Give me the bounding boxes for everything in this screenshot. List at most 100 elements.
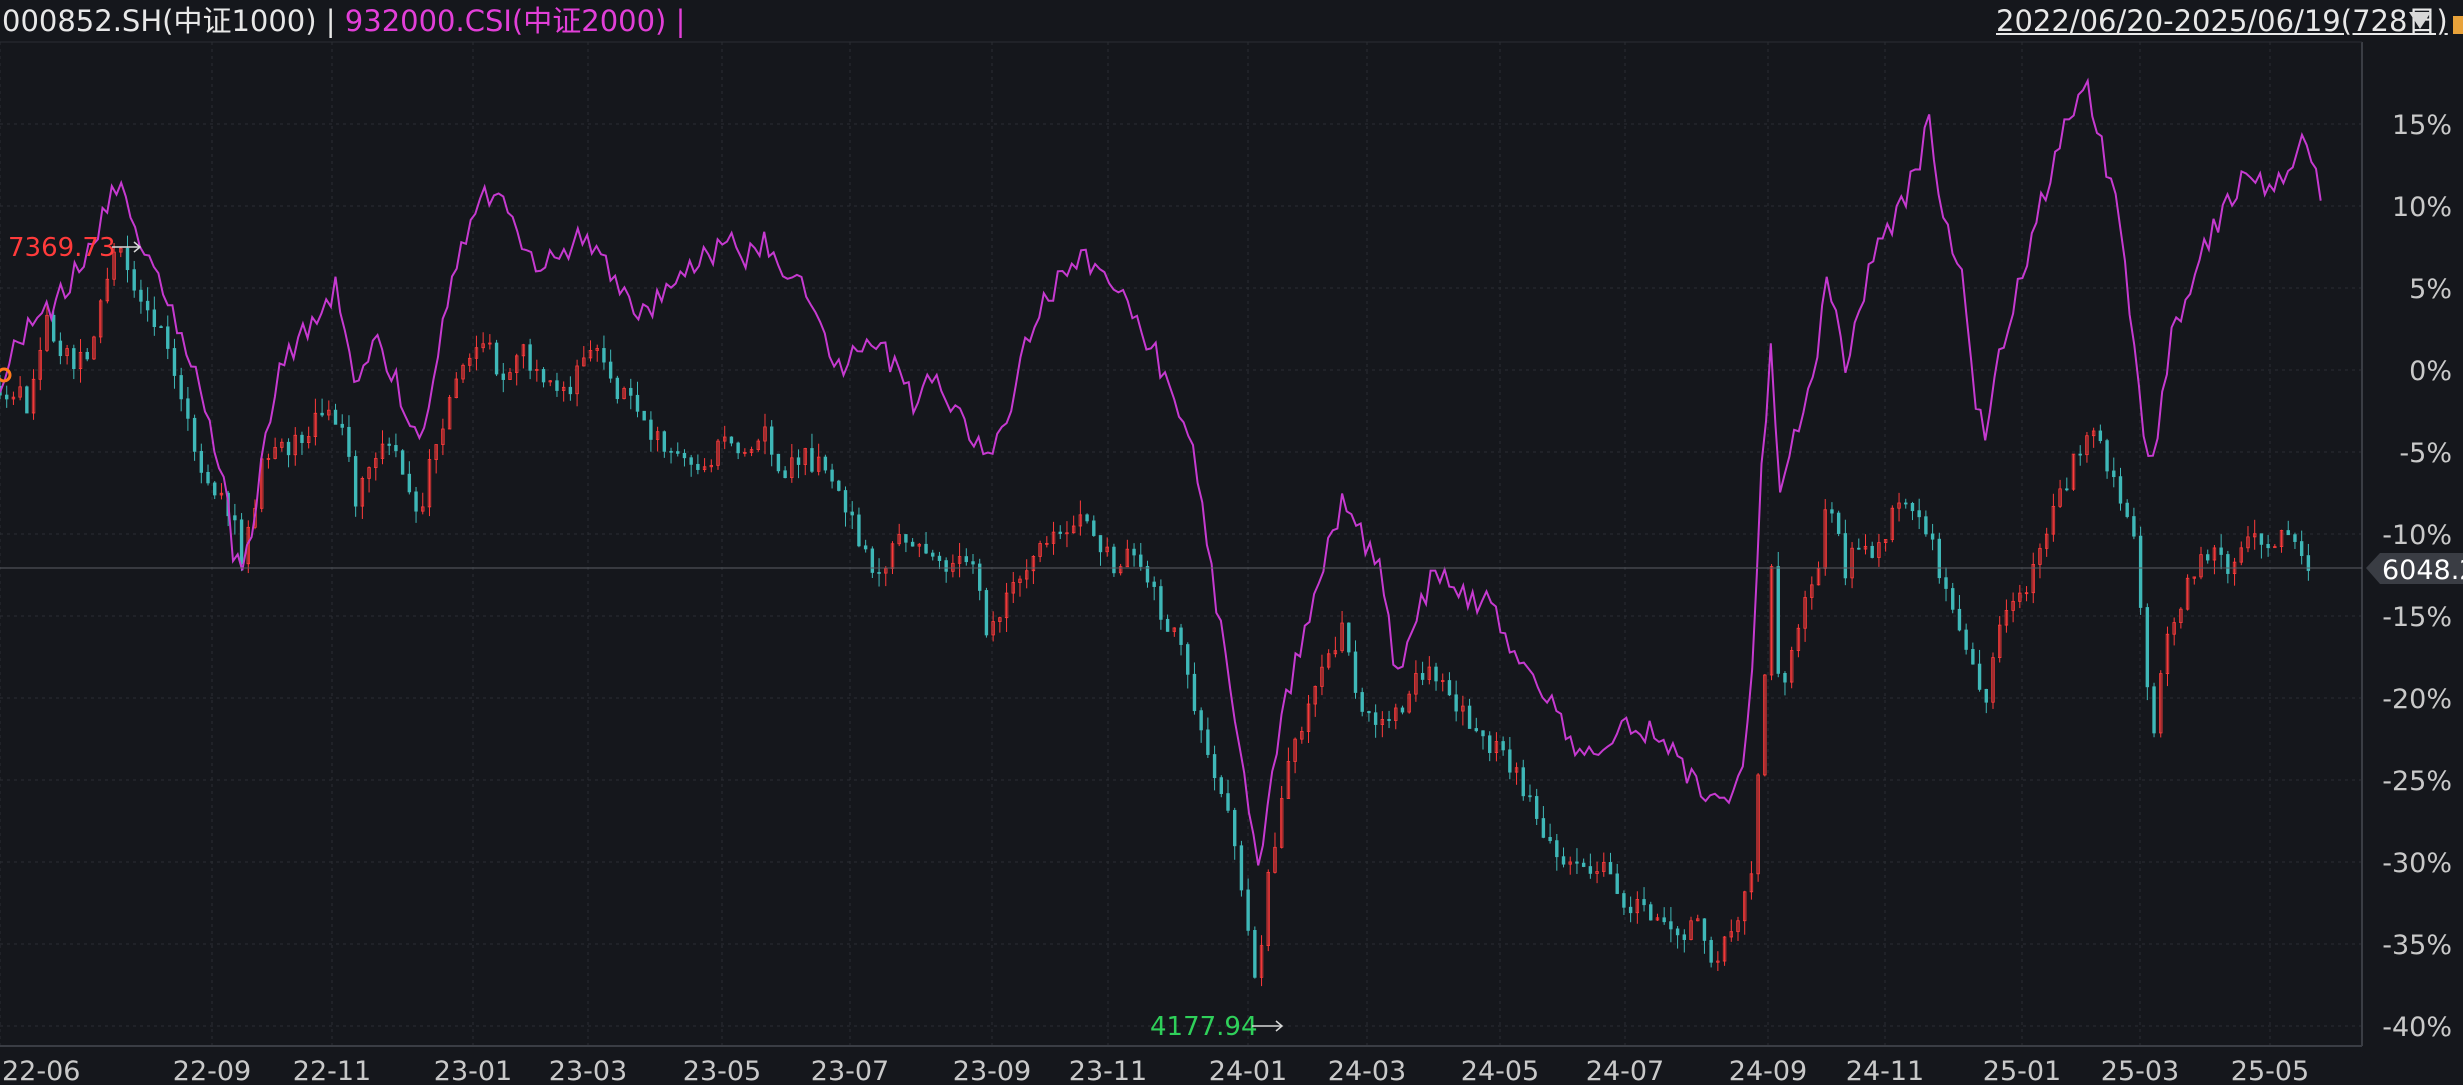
candle-body <box>1991 657 1995 703</box>
candle-body <box>145 300 150 311</box>
candle-body <box>2018 592 2022 602</box>
candle-body <box>468 357 472 366</box>
candle-body <box>1964 629 1968 650</box>
candle-body <box>333 409 338 425</box>
candle-body <box>1763 674 1767 776</box>
symbol-label-primary[interactable]: 000852.SH(中证1000) | 932000.CSI(中证2000) | <box>2 0 685 42</box>
x-tick-label: 24-11 <box>1846 1056 1924 1085</box>
candle-body <box>1320 666 1324 687</box>
candle-body <box>790 457 794 479</box>
candle-body <box>407 473 412 493</box>
candle-body <box>991 621 995 636</box>
candle-body <box>31 378 36 414</box>
grid-lines <box>0 42 2362 1046</box>
candle-body <box>1810 584 1814 598</box>
candle-body <box>1890 507 1895 540</box>
candle-body <box>1373 712 1378 725</box>
candle-body <box>340 423 344 428</box>
candle-body <box>1608 862 1613 875</box>
candle-body <box>1092 520 1096 536</box>
dropdown-arrow-icon[interactable] <box>2409 12 2431 29</box>
candle-body <box>219 492 224 496</box>
candle-body <box>1186 644 1190 675</box>
candle-body <box>65 348 69 357</box>
candle-body <box>1367 711 1371 714</box>
candle-body <box>119 247 123 253</box>
candle-body <box>186 398 190 419</box>
candle-body <box>454 378 459 398</box>
candle-body <box>1125 548 1130 568</box>
candle-body <box>1467 705 1472 729</box>
candle-body <box>776 453 781 472</box>
candle-body <box>951 562 955 572</box>
candle-body <box>635 394 640 412</box>
candle-body <box>1071 525 1076 534</box>
y-tick-label: -10% <box>2382 520 2452 551</box>
candle-body <box>353 456 358 507</box>
candle-body <box>1427 666 1432 680</box>
candle-body <box>662 431 667 452</box>
candle-body <box>2125 502 2129 517</box>
candle-body <box>1159 586 1163 620</box>
candle-body <box>1595 871 1599 874</box>
candle-body <box>2065 488 2069 491</box>
candle-body <box>213 482 217 496</box>
candle-body <box>293 434 297 456</box>
candle-body <box>112 251 116 280</box>
candle-body <box>1132 548 1136 556</box>
candle-body <box>1246 889 1250 931</box>
candle-body <box>1112 546 1116 574</box>
candle-body <box>179 375 183 400</box>
x-tick-label: 23-11 <box>1069 1056 1147 1085</box>
candle-body <box>125 247 130 271</box>
candle-body <box>2112 470 2116 478</box>
candle-body <box>702 466 707 470</box>
candle-body <box>1447 680 1452 696</box>
current-price-label: 6048.2 <box>2382 555 2463 586</box>
low-arrow-head-icon <box>1275 1020 1284 1032</box>
candle-body <box>1622 893 1626 908</box>
x-tick-label: 23-07 <box>811 1056 889 1085</box>
candle-body <box>2273 546 2277 549</box>
candle-body <box>1266 871 1270 947</box>
candle-body <box>421 506 425 512</box>
date-range-selector[interactable]: 2022/06/20-2025/06/19(728日) <box>1996 4 2448 38</box>
candle-body <box>1233 809 1237 847</box>
candle-body <box>924 543 928 554</box>
candle-body <box>1904 502 1908 505</box>
candle-body <box>1850 547 1854 579</box>
candle-body <box>1602 862 1606 872</box>
candle-body <box>280 441 284 448</box>
candle-body <box>1729 931 1733 938</box>
high-arrow-head-icon <box>133 241 142 253</box>
y-tick-label: -15% <box>2382 602 2452 633</box>
candle-body <box>1045 542 1049 545</box>
candle-body <box>2306 555 2311 571</box>
candle-body <box>2038 547 2042 565</box>
candle-body <box>2091 430 2096 437</box>
candle-body <box>1024 570 1029 580</box>
candle-body <box>937 555 942 561</box>
candle-body <box>1857 547 1861 550</box>
candle-body <box>1870 545 1874 558</box>
candle-body <box>1118 566 1123 574</box>
candle-body <box>1326 653 1331 668</box>
symbol2-text[interactable]: 932000.CSI(中证2000) <box>344 4 667 38</box>
candle-body <box>971 561 975 565</box>
candle-body <box>1736 920 1740 933</box>
candle-body <box>1085 514 1089 522</box>
candle-body <box>1655 917 1660 921</box>
candle-body <box>508 372 512 380</box>
candle-body <box>2293 534 2297 542</box>
candle-body <box>1716 960 1720 963</box>
candle-body <box>1682 934 1687 940</box>
candle-body <box>944 560 948 572</box>
candle-body <box>2212 547 2217 561</box>
candle-body <box>1031 556 1036 572</box>
candle-body <box>2145 607 2150 688</box>
candle-body <box>1555 840 1559 858</box>
candle-body <box>910 541 915 547</box>
candle-body <box>1333 650 1338 655</box>
y-tick-label: -5% <box>2399 438 2452 469</box>
